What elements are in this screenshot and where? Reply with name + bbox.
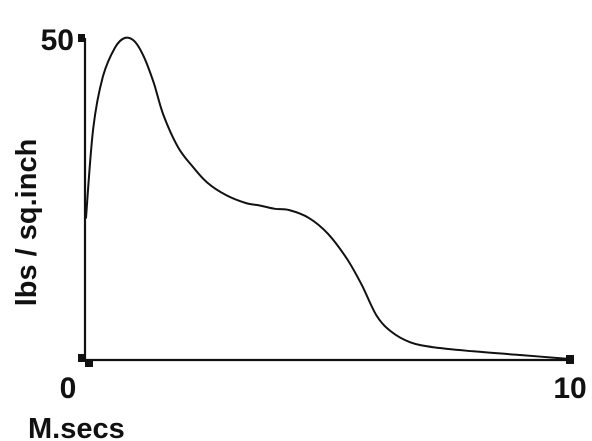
y-axis-title: lbs / sq.inch: [11, 139, 43, 307]
series-layer: [85, 36, 571, 360]
x-tick-label-0: 0: [60, 372, 77, 405]
x-tick-mark-0: [85, 359, 93, 367]
x-tick-label-10: 10: [553, 372, 586, 405]
y-tick-label-50: 50: [41, 24, 74, 57]
chart-axes: [78, 34, 574, 367]
series-line-0: [85, 36, 571, 360]
x-axis-title: M.secs: [28, 413, 125, 441]
y-tick-mark-50: [78, 34, 85, 42]
y-tick-mark-0: [78, 354, 85, 362]
